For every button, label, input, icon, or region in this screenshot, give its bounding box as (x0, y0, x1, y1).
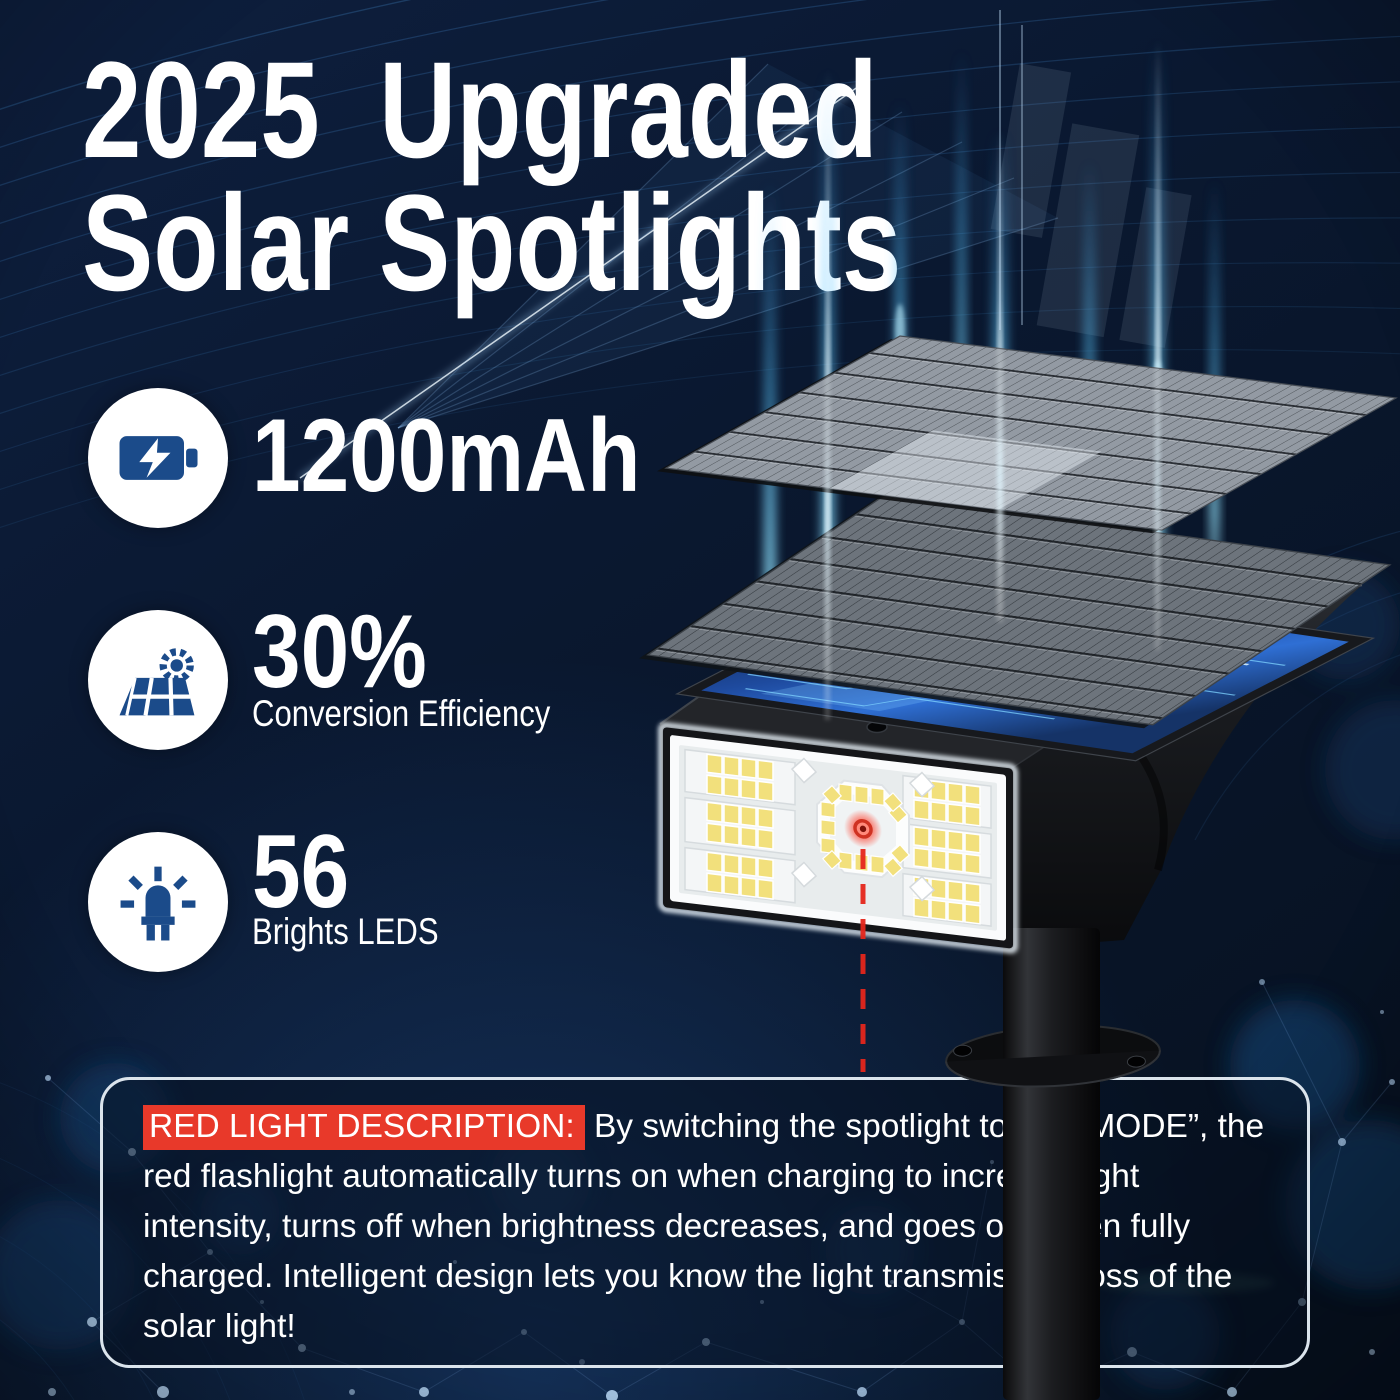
flange-screw-hole-left (953, 1044, 973, 1057)
solar-panel-layer-2 (639, 494, 1392, 729)
octagon-led-chips (820, 783, 911, 878)
page-title: 2025 Upgraded Solar Spotlights (82, 34, 1132, 320)
title-line-1: 2025 Upgraded (82, 34, 878, 187)
light-beams-front (825, 280, 1160, 720)
led-icon (120, 866, 196, 941)
diamond-reflectors (790, 757, 936, 902)
battery-icon (119, 436, 198, 480)
solar-panel-icon (119, 648, 195, 716)
led-panel (658, 722, 1018, 954)
feature-battery-value: 1200mAh (252, 398, 641, 514)
red-indicator-dot (844, 809, 882, 848)
flange-screw-hole-right (1126, 1055, 1146, 1068)
feature-leds (88, 832, 228, 972)
feature-efficiency (88, 610, 228, 750)
housing-screw-hole (866, 720, 888, 734)
led-compartments (684, 748, 992, 927)
red-light-highlight: RED LIGHT DESCRIPTION: (143, 1105, 585, 1150)
feature-efficiency-label: Conversion Efficiency (252, 693, 551, 734)
board-flare (905, 545, 1095, 705)
teal-glints (748, 586, 810, 602)
circuit-board (674, 570, 1376, 762)
indicator-dashes (1167, 647, 1262, 660)
spotlight-housing (659, 583, 1363, 948)
feature-leds-value: 56 (252, 814, 350, 930)
title-line-2: Solar Spotlights (82, 167, 902, 320)
solar-panel-layer-1 (656, 335, 1398, 534)
red-light-description-box: RED LIGHT DESCRIPTION: By switching the … (100, 1077, 1310, 1368)
feature-battery (88, 388, 228, 528)
feature-leds-label: Brights LEDS (252, 911, 439, 952)
feature-efficiency-value: 30% (252, 594, 427, 710)
octagon-bezel (816, 779, 910, 879)
